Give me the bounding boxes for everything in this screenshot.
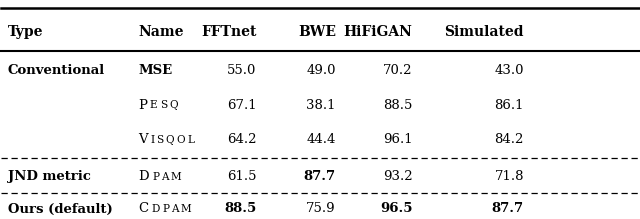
Text: S: S — [160, 100, 167, 110]
Text: 55.0: 55.0 — [227, 64, 256, 77]
Text: A: A — [171, 204, 179, 214]
Text: P: P — [138, 99, 147, 112]
Text: 70.2: 70.2 — [383, 64, 412, 77]
Text: 84.2: 84.2 — [495, 133, 524, 146]
Text: L: L — [188, 135, 195, 145]
Text: 88.5: 88.5 — [224, 202, 256, 215]
Text: C: C — [138, 202, 148, 215]
Text: 44.4: 44.4 — [307, 133, 336, 146]
Text: S: S — [156, 135, 163, 145]
Text: 64.2: 64.2 — [227, 133, 256, 146]
Text: 87.7: 87.7 — [492, 202, 524, 215]
Text: 96.1: 96.1 — [383, 133, 412, 146]
Text: 87.7: 87.7 — [304, 170, 336, 183]
Text: 93.2: 93.2 — [383, 170, 412, 183]
Text: Name: Name — [138, 25, 184, 39]
Text: 75.9: 75.9 — [307, 202, 336, 215]
Text: 71.8: 71.8 — [495, 170, 524, 183]
Text: E: E — [150, 100, 157, 110]
Text: 61.5: 61.5 — [227, 170, 256, 183]
Text: P: P — [152, 171, 159, 182]
Text: V: V — [138, 133, 148, 146]
Text: A: A — [161, 171, 169, 182]
Text: D: D — [138, 170, 149, 183]
Text: Type: Type — [8, 25, 44, 39]
Text: JND metric: JND metric — [8, 170, 91, 183]
Text: FFTnet: FFTnet — [201, 25, 256, 39]
Text: 67.1: 67.1 — [227, 99, 256, 112]
Text: 86.1: 86.1 — [495, 99, 524, 112]
Text: Simulated: Simulated — [444, 25, 524, 39]
Text: BWE: BWE — [298, 25, 336, 39]
Text: Q: Q — [169, 100, 178, 110]
Text: M: M — [171, 171, 182, 182]
Text: 88.5: 88.5 — [383, 99, 412, 112]
Text: 43.0: 43.0 — [495, 64, 524, 77]
Text: 38.1: 38.1 — [307, 99, 336, 112]
Text: 96.5: 96.5 — [380, 202, 412, 215]
Text: D: D — [152, 204, 160, 214]
Text: I: I — [151, 135, 155, 145]
Text: MSE: MSE — [138, 64, 173, 77]
Text: HiFiGAN: HiFiGAN — [344, 25, 412, 39]
Text: Q: Q — [165, 135, 174, 145]
Text: P: P — [162, 204, 169, 214]
Text: M: M — [181, 204, 191, 214]
Text: 49.0: 49.0 — [307, 64, 336, 77]
Text: Conventional: Conventional — [8, 64, 105, 77]
Text: O: O — [177, 135, 185, 145]
Text: Ours (default): Ours (default) — [8, 202, 113, 215]
